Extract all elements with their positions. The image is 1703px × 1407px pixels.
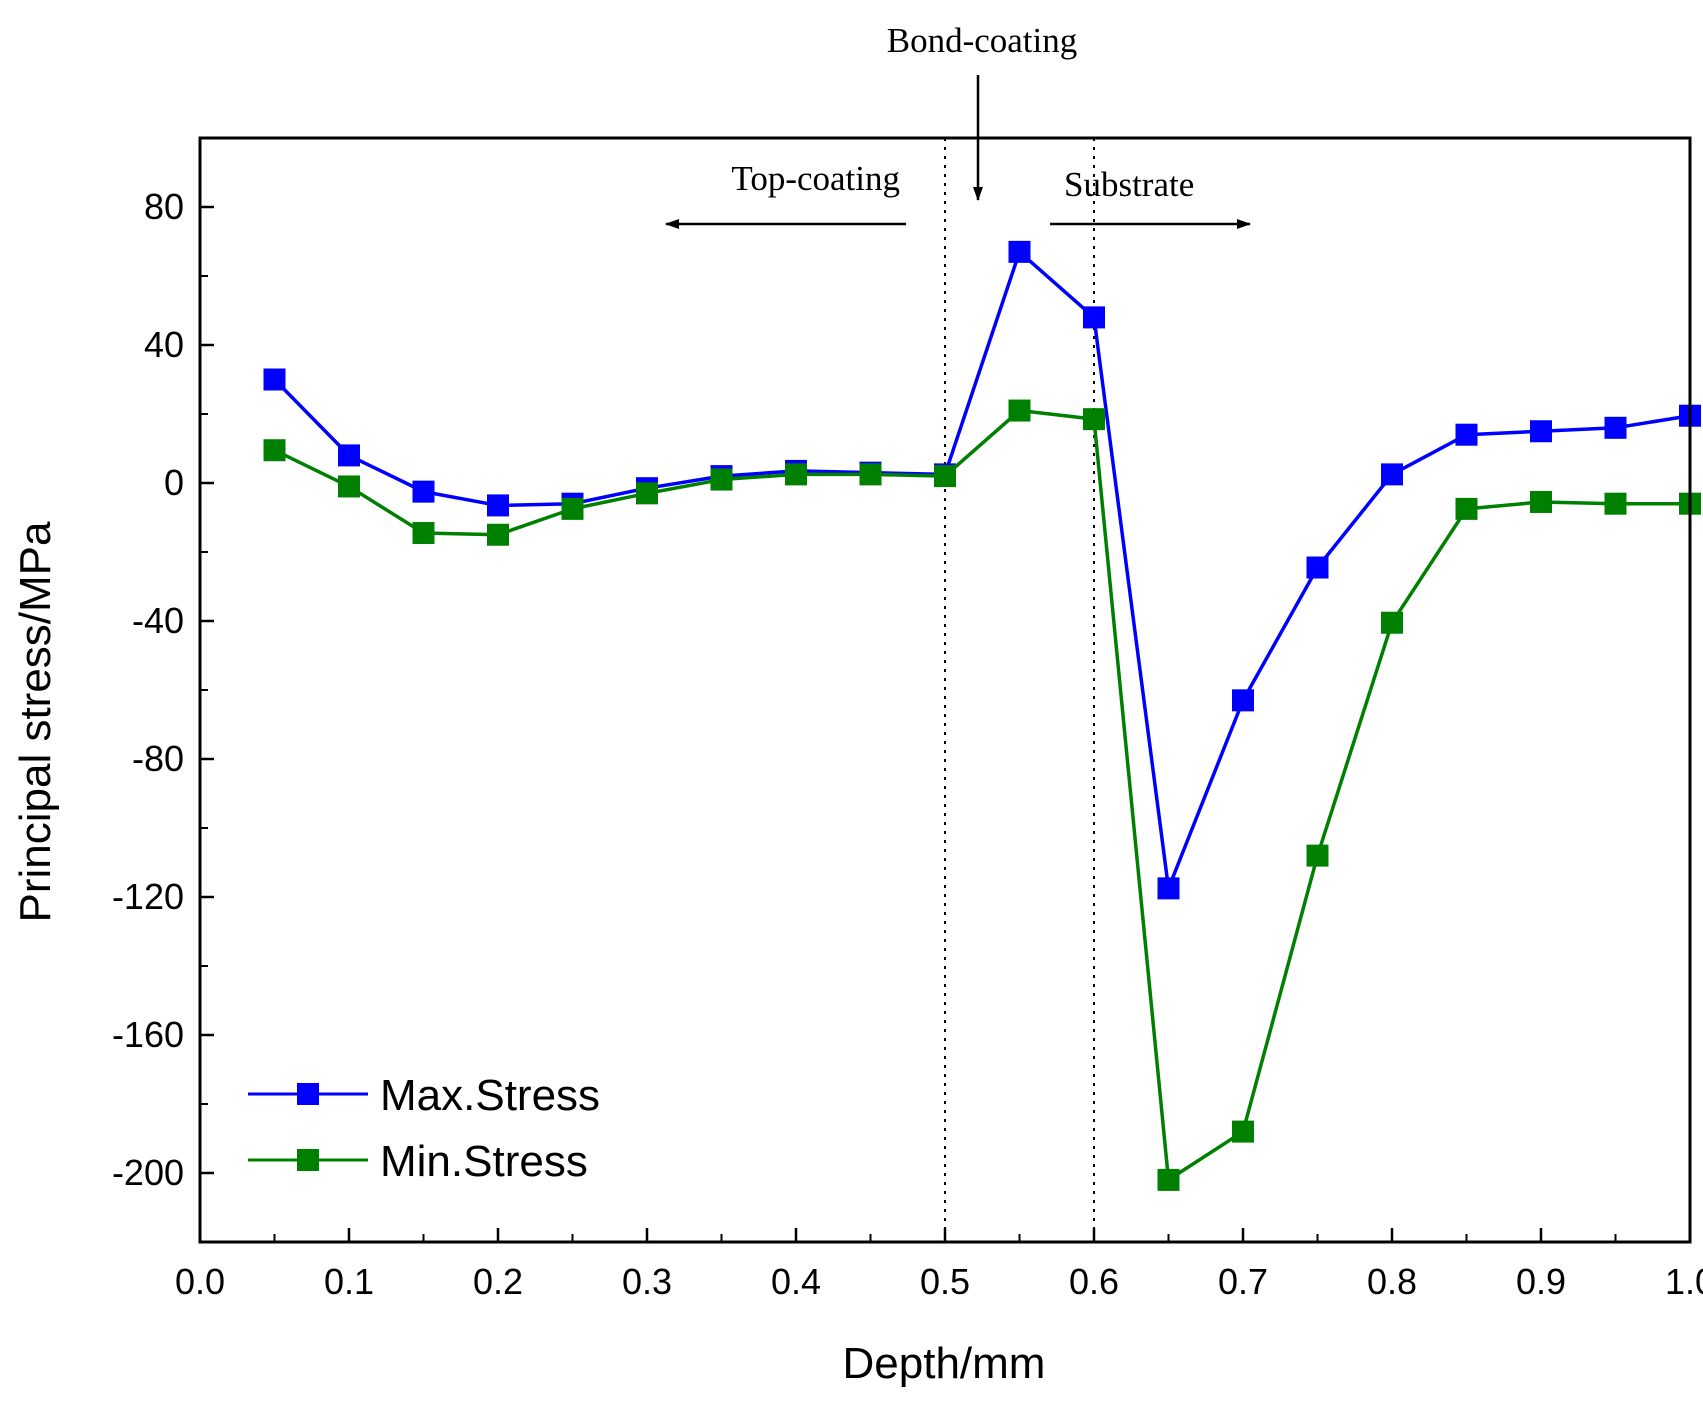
- data-point-max-stress: [1455, 423, 1478, 446]
- data-point-max-stress: [412, 480, 435, 503]
- x-tick-label: 0.4: [771, 1261, 821, 1302]
- data-point-max-stress: [1157, 877, 1180, 900]
- data-point-min-stress: [263, 439, 286, 462]
- plot-frame: [198, 136, 1692, 1244]
- data-point-min-stress: [1530, 490, 1552, 513]
- data-point-max-stress: [1604, 416, 1627, 439]
- data-point-min-stress: [710, 468, 733, 491]
- data-point-min-stress: [1604, 492, 1627, 515]
- data-point-max-stress: [263, 368, 286, 391]
- y-tick-label: -80: [132, 738, 184, 779]
- data-point-min-stress: [412, 522, 435, 545]
- x-tick-label: 0.7: [1218, 1261, 1268, 1302]
- legend: Max.Stress Min.Stress: [248, 1071, 600, 1186]
- data-point-min-stress: [1083, 408, 1105, 431]
- y-tick-label: 0: [164, 462, 184, 503]
- x-tick-label: 1.0: [1665, 1261, 1703, 1302]
- boundary-layer: [944, 138, 1095, 1242]
- x-tick-label: 0.6: [1069, 1261, 1119, 1302]
- data-point-min-stress: [1381, 611, 1403, 634]
- top-coating-annotation: Top-coating: [731, 159, 900, 198]
- data-point-min-stress: [1306, 844, 1329, 867]
- legend-min-stress-label: Min.Stress: [380, 1137, 588, 1186]
- data-point-min-stress: [561, 497, 584, 520]
- x-tick-label: 0.0: [175, 1261, 225, 1302]
- data-point-max-stress: [487, 494, 509, 517]
- legend-max-stress-marker: [297, 1083, 319, 1105]
- legend-max-stress-label: Max.Stress: [380, 1071, 600, 1120]
- data-point-min-stress: [636, 482, 658, 505]
- y-tick-label: -200: [112, 1152, 184, 1193]
- x-tick-label: 0.8: [1367, 1261, 1417, 1302]
- x-tick-label: 0.3: [622, 1261, 672, 1302]
- y-tick-label: -120: [112, 876, 184, 917]
- series-line-max-stress: [273, 250, 1691, 891]
- y-tick-label: 40: [144, 324, 184, 365]
- data-point-max-stress: [1083, 306, 1105, 329]
- data-point-min-stress: [1455, 497, 1478, 520]
- data-point-max-stress: [1008, 240, 1031, 263]
- x-axis-title: Depth/mm: [843, 1339, 1046, 1388]
- data-point-min-stress: [338, 475, 360, 498]
- series-line-min-stress: [273, 408, 1690, 1182]
- x-tick-label: 0.5: [920, 1261, 970, 1302]
- y-tick-label: -40: [132, 600, 184, 641]
- y-tick-label: 80: [144, 186, 184, 227]
- data-point-max-stress: [1232, 689, 1254, 712]
- data-point-max-stress: [1530, 420, 1552, 443]
- data-point-min-stress: [1157, 1168, 1180, 1191]
- legend-min-stress-marker: [297, 1149, 319, 1171]
- data-point-min-stress: [859, 463, 882, 486]
- bond-coating-annotation: Bond-coating: [887, 21, 1078, 60]
- substrate-annotation: Substrate: [1064, 165, 1194, 204]
- data-point-min-stress: [487, 523, 509, 546]
- x-tick-label: 0.1: [324, 1261, 374, 1302]
- series-layer: [263, 240, 1701, 1191]
- y-axis-title: Principal stress/MPa: [11, 521, 60, 923]
- data-point-min-stress: [785, 463, 807, 486]
- data-point-max-stress: [1306, 556, 1329, 579]
- x-tick-label: 0.2: [473, 1261, 523, 1302]
- data-point-min-stress: [1232, 1120, 1254, 1143]
- data-point-min-stress: [1008, 399, 1031, 422]
- ticks-layer: 0.0 0.1 0.2 0.3 0.4 0.5 0.6 0.7 0.8 0.9 1.0 80 40 0 -4…: [112, 137, 1703, 1302]
- data-point-max-stress: [1381, 463, 1403, 486]
- x-tick-label: 0.9: [1516, 1261, 1566, 1302]
- data-point-max-stress: [338, 444, 360, 467]
- data-point-min-stress: [934, 465, 956, 488]
- y-tick-label: -160: [112, 1014, 184, 1055]
